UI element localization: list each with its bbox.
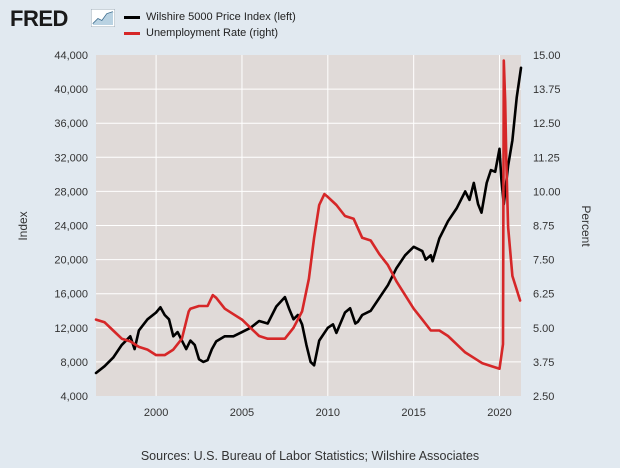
legend-item-wilshire[interactable]: Wilshire 5000 Price Index (left) <box>124 11 296 23</box>
legend-swatch-wilshire <box>124 15 140 19</box>
y-tick-label-right: 8.75 <box>533 221 554 233</box>
y-tick-label-left: 32,000 <box>54 152 88 164</box>
y-axis-left-title: Index <box>16 211 30 240</box>
y-tick-label-right: 5.00 <box>533 323 554 335</box>
y-tick-label-right: 3.75 <box>533 357 554 369</box>
legend-label-unemployment: Unemployment Rate (right) <box>146 27 279 39</box>
y-tick-label-left: 8,000 <box>60 357 88 369</box>
legend-label-wilshire: Wilshire 5000 Price Index (left) <box>146 11 296 23</box>
y-tick-label-right: 10.00 <box>533 186 561 198</box>
y-axis-left: 4,000 8,000 12,000 16,000 20,000 24,000 28,000… <box>54 50 88 403</box>
x-tick-label: 2000 <box>144 407 168 419</box>
y-tick-label-left: 40,000 <box>54 84 88 96</box>
y-tick-label-right: 2.50 <box>533 391 554 403</box>
fred-chart-icon <box>91 9 115 27</box>
y-tick-label-left: 36,000 <box>54 118 88 130</box>
legend-item-unemployment[interactable]: Unemployment Rate (right) <box>124 27 278 39</box>
chart: 4,000 8,000 12,000 16,000 20,000 24,000 28,000… <box>16 50 593 419</box>
y-tick-label-left: 16,000 <box>54 289 88 301</box>
y-axis-right: 2.50 3.75 5.00 6.25 7.50 8.75 10.00 11.25 12.50 1… <box>533 50 561 403</box>
series-lines <box>94 59 523 375</box>
x-tick-label: 2020 <box>487 407 511 419</box>
y-axis-right-title: Percent <box>579 205 593 247</box>
series-line-wilshire <box>94 66 523 375</box>
y-tick-label-left: 12,000 <box>54 323 88 335</box>
y-tick-label-left: 20,000 <box>54 255 88 267</box>
source-note: Sources: U.S. Bureau of Labor Statistics… <box>140 449 480 463</box>
y-tick-label-right: 7.50 <box>533 255 554 267</box>
series-line-unemployment <box>94 59 522 371</box>
y-tick-label-right: 15.00 <box>533 50 561 62</box>
y-tick-label-left: 4,000 <box>60 391 88 403</box>
fred-logo: FRED <box>10 6 68 31</box>
y-tick-label-right: 12.50 <box>533 118 561 130</box>
y-tick-label-right: 13.75 <box>533 84 561 96</box>
y-tick-label-right: 11.25 <box>533 152 560 164</box>
grid-lines <box>96 55 521 396</box>
x-axis: 2000 2005 2010 2015 2020 <box>144 407 512 419</box>
y-tick-label-left: 24,000 <box>54 221 88 233</box>
y-tick-label-right: 6.25 <box>533 289 554 301</box>
y-tick-label-left: 28,000 <box>54 186 88 198</box>
x-tick-label: 2005 <box>230 407 254 419</box>
y-tick-label-left: 44,000 <box>54 50 88 62</box>
x-tick-label: 2010 <box>316 407 340 419</box>
x-tick-label: 2015 <box>401 407 425 419</box>
legend-swatch-unemployment <box>124 31 140 35</box>
